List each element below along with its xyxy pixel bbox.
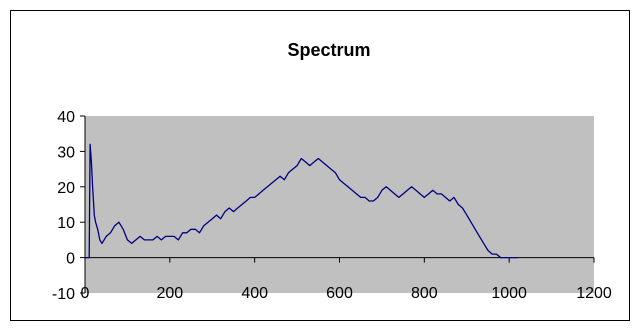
y-tick-label: 10	[57, 215, 75, 232]
series-layer	[85, 143, 518, 259]
x-tick-label: 400	[241, 285, 268, 302]
x-tick-label: 800	[411, 285, 438, 302]
chart-title: Spectrum	[287, 40, 370, 60]
x-tick-label: 1000	[491, 285, 527, 302]
y-tick-label: -10	[52, 286, 75, 303]
ticks	[80, 115, 595, 294]
series-line-0	[85, 143, 518, 259]
y-tick-label: 0	[66, 251, 75, 268]
chart-frame: Spectrum -10 0 10 20 30 40 0 200 400 600 800 1000 12…	[10, 10, 630, 321]
y-tick-label: 30	[57, 144, 75, 161]
y-tick-label: 20	[57, 180, 75, 197]
x-tick-label: 200	[156, 285, 183, 302]
x-tick-label: 600	[326, 285, 353, 302]
plot-area	[85, 116, 594, 293]
x-tick-label: 0	[81, 285, 90, 302]
x-tick-label: 1200	[576, 285, 612, 302]
y-tick-label: 40	[57, 109, 75, 126]
